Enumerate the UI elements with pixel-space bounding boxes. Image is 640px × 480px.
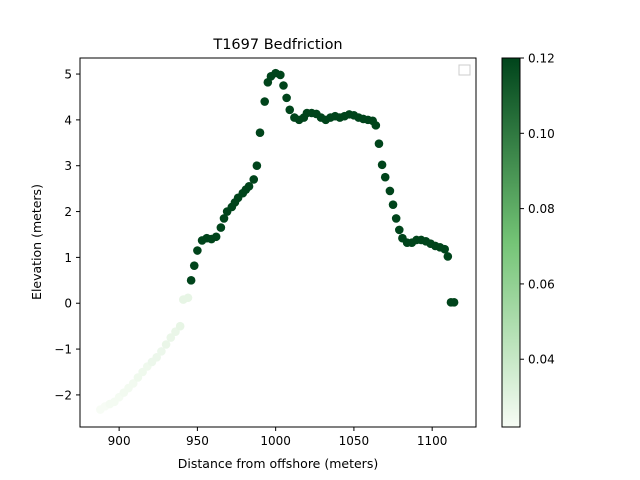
scatter-point — [189, 261, 199, 270]
scatter-point — [211, 232, 221, 242]
scatter-point — [252, 161, 262, 171]
scatter-point — [186, 276, 196, 285]
y-axis-label: Elevation (meters) — [29, 184, 44, 300]
scatter-point — [279, 81, 288, 90]
scatter-point — [157, 347, 166, 356]
scatter-point — [385, 186, 395, 196]
scatter-point — [395, 225, 404, 235]
x-axis-ticks: 900 950 1000 1050 1100 — [108, 427, 448, 448]
scatter-point — [371, 121, 381, 130]
x-tick-label: 1000 — [260, 434, 291, 448]
scatter-point — [255, 128, 265, 138]
y-tick-label: 1 — [64, 251, 72, 265]
scatter-point — [244, 182, 254, 191]
scatter-point — [380, 172, 390, 182]
scatter-point — [216, 223, 226, 232]
scatter-points — [96, 68, 459, 414]
scatter-point — [260, 97, 270, 106]
colorbar-tick-label: 0.12 — [528, 52, 555, 66]
scatter-point — [183, 293, 193, 303]
colorbar-tick-label: 0.10 — [528, 127, 555, 141]
colorbar-tick-label: 0.08 — [528, 202, 555, 216]
legend-box — [458, 64, 471, 76]
scatter-point — [282, 93, 291, 103]
scatter-point — [285, 105, 295, 115]
scatter-point — [161, 340, 171, 349]
scatter-point — [193, 246, 202, 255]
y-tick-label: −2 — [54, 388, 72, 402]
x-tick-label: 1050 — [339, 434, 370, 448]
y-axis-ticks: −2 −1 0 1 2 3 4 5 — [54, 68, 80, 402]
colorbar-tick-label: 0.04 — [528, 353, 555, 367]
colorbar-tick-label: 0.06 — [528, 277, 555, 291]
scatter-point — [128, 379, 138, 388]
scatter-point — [276, 70, 285, 80]
chart-title: T1697 Bedfriction — [212, 37, 342, 53]
x-axis-label: Distance from offshore (meters) — [178, 456, 378, 471]
x-tick-label: 1100 — [417, 434, 448, 448]
colorbar — [501, 57, 521, 428]
y-tick-label: 5 — [64, 68, 72, 82]
scatter-point — [449, 298, 459, 307]
y-tick-label: 4 — [64, 113, 72, 127]
scatter-point — [249, 175, 259, 184]
scatter-point — [152, 353, 161, 362]
y-tick-label: 0 — [64, 297, 72, 311]
scatter-point — [377, 160, 387, 170]
scatter-point — [388, 200, 398, 209]
scatter-point — [440, 244, 450, 254]
x-tick-label: 950 — [186, 434, 209, 448]
y-tick-label: 3 — [64, 159, 72, 173]
x-tick-label: 900 — [108, 434, 131, 448]
scatter-point — [391, 214, 401, 223]
scatter-point — [219, 214, 229, 223]
y-tick-label: 2 — [64, 205, 72, 219]
scatter-point — [443, 252, 453, 261]
scatter-point — [166, 333, 176, 342]
scatter-point — [374, 139, 384, 149]
plot-area-frame — [79, 57, 477, 428]
y-tick-label: −1 — [54, 343, 72, 357]
colorbar-ticks: 0.04 0.06 0.08 0.10 0.12 — [520, 52, 555, 367]
scatter-point — [175, 321, 185, 331]
